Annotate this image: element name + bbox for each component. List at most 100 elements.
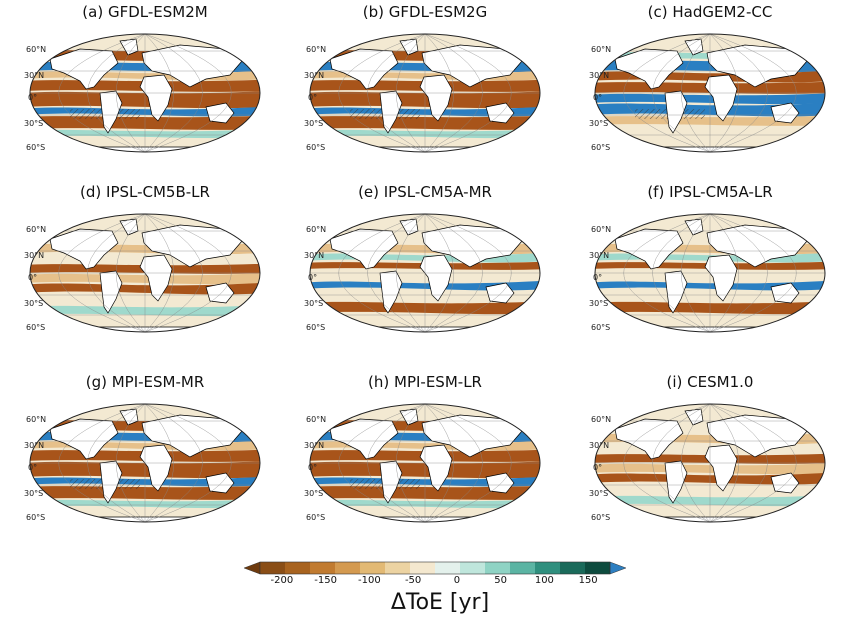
latitude-label: 0° — [593, 273, 603, 282]
graticule-meridian — [396, 404, 426, 522]
continent-outline — [704, 74, 738, 122]
latitude-label: 30°N — [24, 441, 45, 450]
latitude-label: 30°S — [24, 489, 44, 498]
colorbar — [243, 561, 627, 575]
colorbar-segment — [560, 562, 586, 574]
world-map — [309, 403, 541, 523]
graticule-meridian — [396, 214, 426, 332]
latitude-label: 30°N — [589, 251, 610, 260]
latitude-label: 30°S — [304, 489, 324, 498]
panel-title: (b) GFDL-ESM2G — [362, 3, 488, 21]
latitude-label: 30°S — [24, 299, 44, 308]
latitude-label: 60°S — [26, 513, 46, 522]
world-map — [29, 33, 261, 153]
graticule-meridian — [144, 404, 174, 522]
colorbar-tick-label: 0 — [453, 575, 461, 586]
latitude-label: 60°S — [306, 513, 326, 522]
world-map — [29, 213, 261, 333]
colorbar-extend-right — [609, 561, 627, 575]
map-panel: (b) GFDL-ESM2G 60°N 30°N 0° 30°S 60°S — [300, 3, 550, 155]
colorbar-tick-label: 100 — [534, 575, 554, 586]
continent-outline — [421, 224, 523, 268]
colorbar-segment — [460, 562, 486, 574]
continent-outline — [139, 444, 173, 492]
colorbar-segment — [435, 562, 461, 574]
continent-outline — [770, 282, 800, 304]
map-border — [309, 213, 541, 333]
panel-title: (c) HadGEM2-CC — [647, 3, 773, 21]
latitude-label: 60°N — [26, 415, 47, 424]
map-panel: (d) IPSL-CM5B-LR 60°N 30°N 0° 30°S 60°S — [20, 183, 270, 335]
panel-title: (f) IPSL-CM5A-LR — [647, 183, 773, 201]
graticule-meridian — [681, 214, 711, 332]
panel-title: (g) MPI-ESM-MR — [85, 373, 205, 391]
latitude-label: 60°S — [591, 323, 611, 332]
map-border — [309, 403, 541, 523]
continent-outline — [770, 102, 800, 124]
graticule-meridian — [116, 214, 146, 332]
map-panel: (a) GFDL-ESM2M 60°N 30°N 0° 30°S 60°S — [20, 3, 270, 155]
latitude-label: 30°N — [304, 71, 325, 80]
colorbar-segment — [585, 562, 611, 574]
colorbar-tick-label: -200 — [270, 575, 294, 586]
latitude-label: 60°S — [591, 143, 611, 152]
colorbar-tick-label: -150 — [314, 575, 337, 586]
world-map — [29, 403, 261, 523]
colorbar-label: ΔToE [yr] — [390, 590, 490, 615]
continent-outline — [614, 228, 684, 270]
colorbar-segment — [310, 562, 336, 574]
continent-outline — [706, 44, 808, 88]
latitude-label: 60°S — [26, 323, 46, 332]
continent-outline — [205, 282, 235, 304]
world-map — [309, 213, 541, 333]
continent-outline — [419, 444, 453, 492]
latitude-label: 60°N — [591, 45, 612, 54]
continent-outline — [485, 282, 515, 304]
latitude-label: 0° — [308, 273, 318, 282]
panel-title: (d) IPSL-CM5B-LR — [80, 183, 210, 201]
colorbar-segment — [360, 562, 386, 574]
map-panel: (i) CESM1.0 60°N 30°N 0° 30°S 60°S — [585, 373, 835, 525]
continent-outline — [205, 472, 235, 494]
world-map — [594, 403, 826, 523]
continent-outline — [419, 74, 453, 122]
latitude-label: 60°S — [306, 323, 326, 332]
latitude-label: 0° — [593, 463, 603, 472]
continent-outline — [614, 418, 684, 460]
graticule-meridian — [709, 34, 739, 152]
continent-outline — [329, 48, 399, 90]
latitude-label: 30°S — [304, 299, 324, 308]
map-border — [594, 213, 826, 333]
continent-outline — [329, 228, 399, 270]
continent-outline — [704, 444, 738, 492]
latitude-label: 60°S — [26, 143, 46, 152]
latitude-label: 30°N — [304, 441, 325, 450]
latitude-label: 60°N — [591, 415, 612, 424]
latitude-label: 30°N — [24, 251, 45, 260]
colorbar-segment — [335, 562, 361, 574]
latitude-label: 0° — [28, 93, 38, 102]
graticule-meridian — [396, 34, 426, 152]
latitude-label: 30°S — [304, 119, 324, 128]
continent-outline — [770, 472, 800, 494]
panel-title: (a) GFDL-ESM2M — [82, 3, 208, 21]
colorbar-segment — [385, 562, 411, 574]
graticule-meridian — [681, 404, 711, 522]
colorbar-segment — [285, 562, 311, 574]
continent-outline — [419, 254, 453, 302]
continent-outline — [49, 48, 119, 90]
graticule-meridian — [144, 214, 174, 332]
colorbar-segment — [485, 562, 511, 574]
latitude-label: 30°S — [24, 119, 44, 128]
latitude-label: 30°S — [589, 299, 609, 308]
graticule-meridian — [424, 34, 454, 152]
colorbar-tick-label: 50 — [494, 575, 507, 586]
graticule-meridian — [116, 34, 146, 152]
map-panel: (g) MPI-ESM-MR 60°N 30°N 0° 30°S 60°S — [20, 373, 270, 525]
latitude-label: 0° — [593, 93, 603, 102]
colorbar-segment — [260, 562, 286, 574]
latitude-label: 30°N — [24, 71, 45, 80]
panel-title: (h) MPI-ESM-LR — [368, 373, 482, 391]
map-panel: (f) IPSL-CM5A-LR 60°N 30°N 0° 30°S 60°S — [585, 183, 835, 335]
latitude-label: 30°N — [589, 441, 610, 450]
